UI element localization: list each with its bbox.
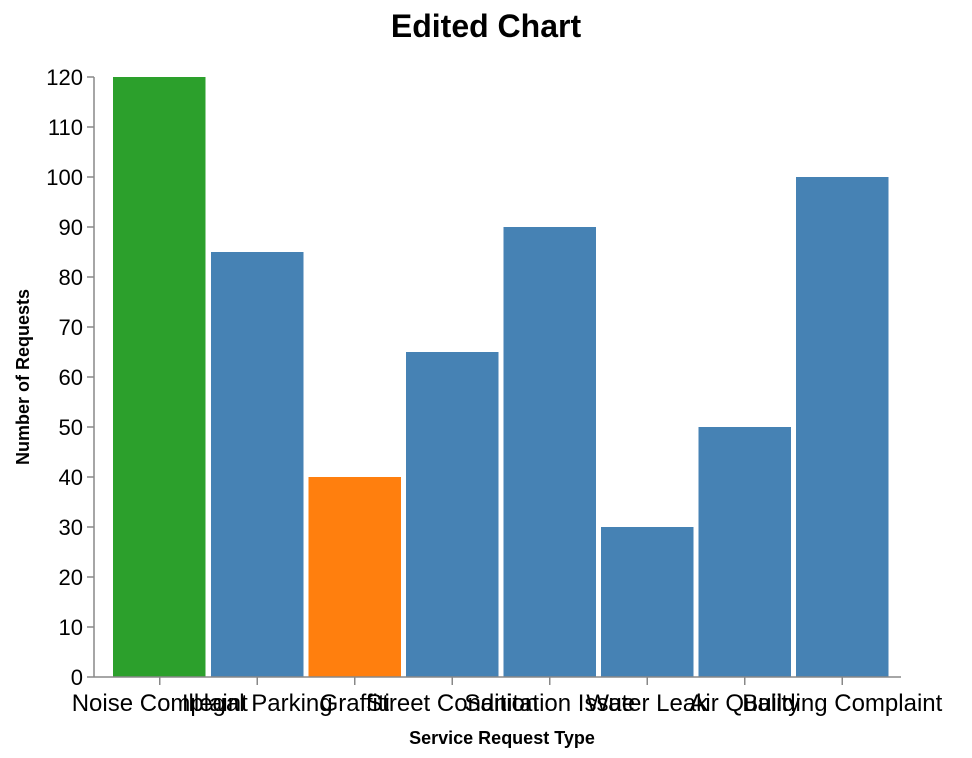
x-tick-label: Sanitation Issue [464, 690, 635, 717]
x-tick-label: Illegal Parking [182, 690, 333, 717]
x-tick-label: Air Quality [689, 690, 800, 717]
x-tick-label: Water Leak [586, 690, 709, 717]
y-tick-label: 120 [46, 65, 83, 90]
x-tick-label: Building Complaint [742, 690, 942, 717]
y-tick-label: 20 [59, 565, 83, 590]
bar-illegal-parking [211, 252, 304, 677]
x-axis-title: Service Request Type [409, 728, 595, 748]
bar-building-complaint [796, 177, 889, 677]
x-tick-label: Noise Complaint [72, 690, 248, 717]
y-tick-label: 40 [59, 465, 83, 490]
x-tick-label: Graffiti [320, 690, 390, 717]
y-tick-label: 0 [71, 665, 83, 690]
y-tick-label: 50 [59, 415, 83, 440]
y-tick-label: 10 [59, 615, 83, 640]
chart-title: Edited Chart [391, 8, 582, 44]
bars-group [113, 77, 889, 677]
y-tick-label: 60 [59, 365, 83, 390]
y-tick-label: 80 [59, 265, 83, 290]
y-tick-label: 70 [59, 315, 83, 340]
y-tick-label: 30 [59, 515, 83, 540]
bar-noise-complaint [113, 77, 206, 677]
bar-water-leak [601, 527, 694, 677]
y-axis: 0 10 20 30 40 50 60 70 80 90 100 110 120 [46, 65, 95, 690]
bar-air-quality [698, 427, 791, 677]
bar-graffiti [308, 477, 401, 677]
y-tick-label: 90 [59, 215, 83, 240]
y-tick-label: 110 [48, 115, 83, 140]
x-tick-label: Street Condition [366, 690, 538, 717]
bar-sanitation-issue [503, 227, 596, 677]
y-axis-title: Number of Requests [13, 289, 33, 465]
y-tick-label: 100 [46, 165, 83, 190]
bar-street-condition [406, 352, 499, 677]
